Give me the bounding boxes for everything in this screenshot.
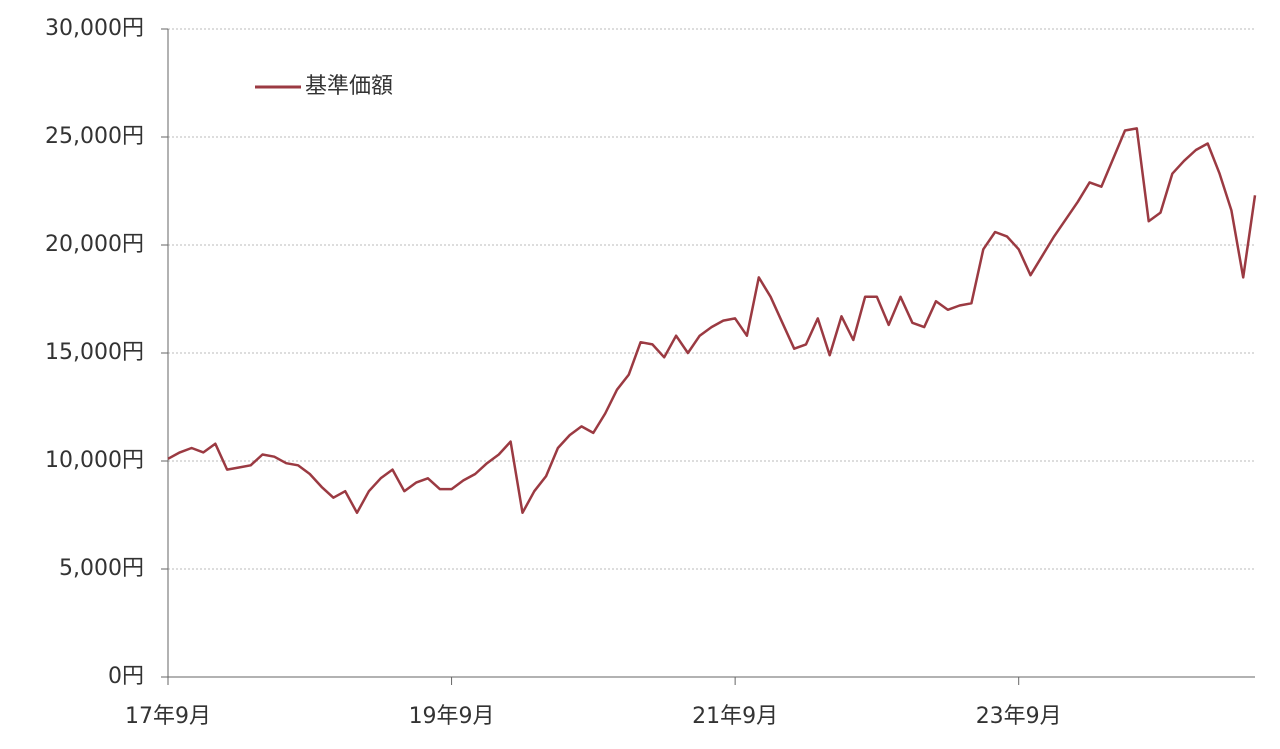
y-tick-label: 10,000円: [45, 448, 144, 473]
y-tick-label: 15,000円: [45, 340, 144, 365]
x-tick-label: 21年9月: [692, 704, 778, 729]
y-tick-label: 20,000円: [45, 232, 144, 257]
line-series: [167, 127, 1257, 515]
x-tick-label: 19年9月: [409, 704, 495, 729]
y-tick-label: 25,000円: [45, 124, 144, 149]
x-tick-label: 23年9月: [976, 704, 1062, 729]
y-tick-label: 5,000円: [59, 556, 144, 581]
y-tick-label: 30,000円: [45, 16, 144, 41]
legend-label: 基準価額: [305, 74, 393, 99]
x-tick-label: 17年9月: [125, 704, 211, 729]
y-tick-label: 0円: [108, 664, 144, 689]
